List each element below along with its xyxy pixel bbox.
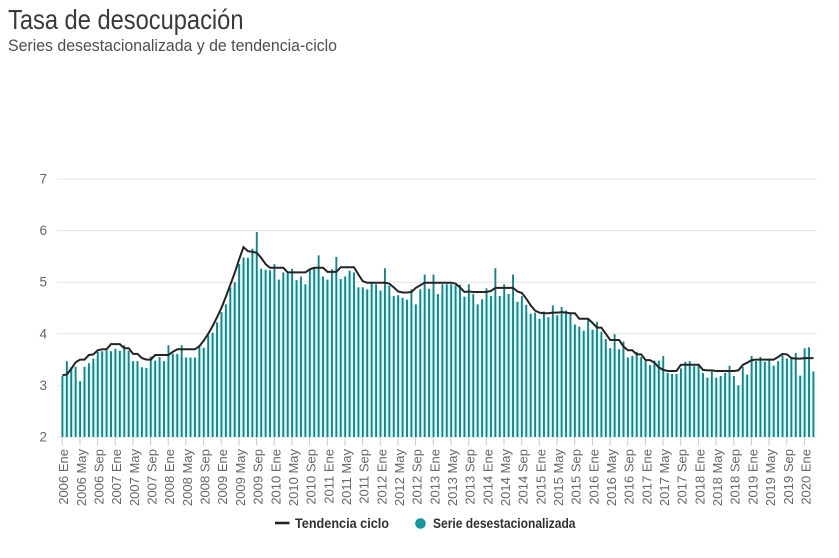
svg-text:2009 May: 2009 May bbox=[233, 449, 248, 507]
svg-text:Tendencia ciclo: Tendencia ciclo bbox=[295, 516, 389, 531]
svg-text:2006 Sep: 2006 Sep bbox=[92, 449, 107, 505]
svg-text:2017 Sep: 2017 Sep bbox=[675, 449, 690, 505]
svg-text:2009 Sep: 2009 Sep bbox=[251, 449, 266, 505]
svg-text:4: 4 bbox=[39, 326, 47, 341]
svg-text:2: 2 bbox=[39, 430, 47, 445]
svg-text:2019 Ene: 2019 Ene bbox=[745, 449, 760, 505]
svg-text:3: 3 bbox=[39, 378, 47, 393]
svg-text:2010 May: 2010 May bbox=[286, 449, 301, 507]
svg-text:2012 May: 2012 May bbox=[392, 449, 407, 507]
svg-text:2010 Sep: 2010 Sep bbox=[304, 449, 319, 505]
svg-text:2014 Ene: 2014 Ene bbox=[480, 449, 495, 505]
svg-text:2007 Sep: 2007 Sep bbox=[145, 449, 160, 505]
svg-text:2013 May: 2013 May bbox=[445, 449, 460, 507]
svg-text:2008 Sep: 2008 Sep bbox=[198, 449, 213, 505]
svg-text:2018 Sep: 2018 Sep bbox=[728, 449, 743, 505]
svg-text:2008 May: 2008 May bbox=[180, 449, 195, 507]
svg-text:2015 Sep: 2015 Sep bbox=[569, 449, 584, 505]
svg-text:2009 Ene: 2009 Ene bbox=[215, 449, 230, 505]
svg-text:2017 Ene: 2017 Ene bbox=[639, 449, 654, 505]
svg-text:2011 Sep: 2011 Sep bbox=[357, 449, 372, 504]
svg-text:2012 Ene: 2012 Ene bbox=[374, 449, 389, 505]
svg-text:2018 Ene: 2018 Ene bbox=[692, 449, 707, 505]
svg-text:2006 May: 2006 May bbox=[74, 449, 89, 507]
svg-text:2010 Ene: 2010 Ene bbox=[268, 449, 283, 505]
svg-text:2016 Ene: 2016 Ene bbox=[586, 449, 601, 505]
svg-text:Series desestacionalizada y de: Series desestacionalizada y de tendencia… bbox=[8, 36, 337, 55]
svg-text:2013 Ene: 2013 Ene bbox=[427, 449, 442, 505]
svg-text:2016 May: 2016 May bbox=[604, 449, 619, 507]
svg-text:2007 Ene: 2007 Ene bbox=[109, 449, 124, 505]
svg-text:2011 May: 2011 May bbox=[339, 449, 354, 506]
svg-text:6: 6 bbox=[39, 223, 47, 238]
svg-text:2020 Ene: 2020 Ene bbox=[798, 449, 813, 505]
svg-text:2007 May: 2007 May bbox=[127, 449, 142, 507]
svg-text:2017 May: 2017 May bbox=[657, 449, 672, 507]
svg-text:2019 Sep: 2019 Sep bbox=[781, 449, 796, 505]
svg-text:2015 May: 2015 May bbox=[551, 449, 566, 507]
svg-text:2016 Sep: 2016 Sep bbox=[622, 449, 637, 505]
svg-text:2006 Ene: 2006 Ene bbox=[56, 449, 71, 505]
svg-text:2018 May: 2018 May bbox=[710, 449, 725, 507]
svg-text:2014 May: 2014 May bbox=[498, 449, 513, 507]
svg-text:2008 Ene: 2008 Ene bbox=[162, 449, 177, 505]
svg-text:2013 Sep: 2013 Sep bbox=[463, 449, 478, 505]
svg-text:2015 Ene: 2015 Ene bbox=[533, 449, 548, 505]
svg-text:2014 Sep: 2014 Sep bbox=[516, 449, 531, 505]
svg-text:7: 7 bbox=[39, 172, 47, 187]
svg-text:2011 Ene: 2011 Ene bbox=[321, 449, 336, 504]
svg-text:5: 5 bbox=[39, 275, 47, 290]
svg-text:Serie desestacionalizada: Serie desestacionalizada bbox=[433, 516, 576, 531]
svg-text:2019 May: 2019 May bbox=[763, 449, 778, 507]
svg-text:Tasa de desocupación: Tasa de desocupación bbox=[8, 4, 244, 35]
svg-text:2012 Sep: 2012 Sep bbox=[410, 449, 425, 505]
